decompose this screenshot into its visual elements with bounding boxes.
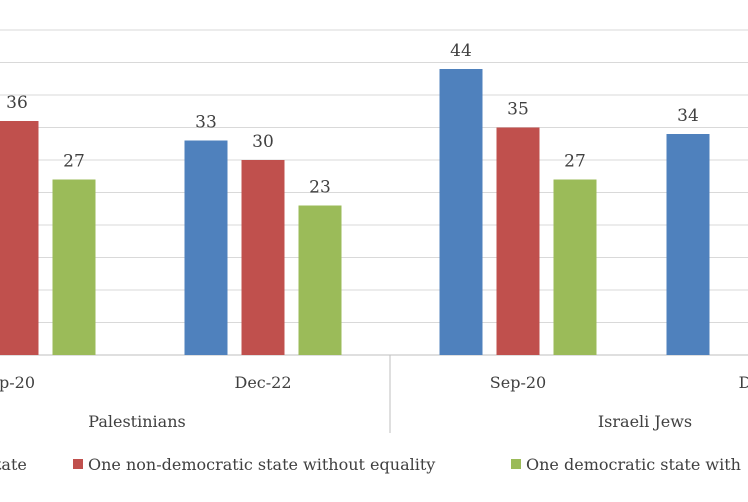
data-label: 33 bbox=[195, 113, 217, 133]
data-label: 23 bbox=[309, 178, 331, 198]
group-label-israeli-jews: Israeli Jews bbox=[598, 412, 692, 431]
data-label: 27 bbox=[564, 152, 586, 172]
data-label: 44 bbox=[450, 41, 472, 61]
gridlines bbox=[0, 29, 748, 323]
bar bbox=[52, 179, 96, 355]
legend: tate One non-democratic state without eq… bbox=[0, 455, 741, 474]
tick-label: Dec-22 bbox=[234, 373, 291, 392]
bar bbox=[298, 205, 342, 355]
tick-label: D bbox=[739, 373, 748, 392]
tick-label: p-20 bbox=[0, 373, 35, 392]
axes bbox=[0, 354, 748, 433]
bar bbox=[184, 140, 228, 355]
data-label: 35 bbox=[507, 100, 529, 120]
legend-label-series-3: One democratic state with bbox=[526, 455, 741, 474]
legend-label-series-1: tate bbox=[0, 455, 27, 474]
group-labels: Palestinians Israeli Jews bbox=[88, 412, 692, 431]
bar bbox=[0, 121, 39, 355]
data-label: 27 bbox=[63, 152, 85, 172]
data-label: 36 bbox=[6, 93, 28, 113]
tick-label: Sep-20 bbox=[490, 373, 546, 392]
group-label-palestinians: Palestinians bbox=[88, 412, 185, 431]
bar bbox=[496, 127, 540, 355]
bars bbox=[0, 69, 710, 355]
bar bbox=[439, 69, 483, 355]
value-labels: 33 44 34 36 30 35 27 23 27 bbox=[6, 41, 699, 198]
category-tick-labels: p-20 Dec-22 Sep-20 D bbox=[0, 373, 748, 392]
bar bbox=[666, 134, 710, 355]
data-label: 34 bbox=[677, 106, 699, 126]
bar bbox=[553, 179, 597, 355]
data-label: 30 bbox=[252, 132, 274, 152]
legend-swatch-series-2 bbox=[73, 459, 83, 469]
bar bbox=[241, 160, 285, 355]
legend-label-series-2: One non-democratic state without equalit… bbox=[88, 455, 435, 474]
legend-swatch-series-3 bbox=[511, 459, 521, 469]
